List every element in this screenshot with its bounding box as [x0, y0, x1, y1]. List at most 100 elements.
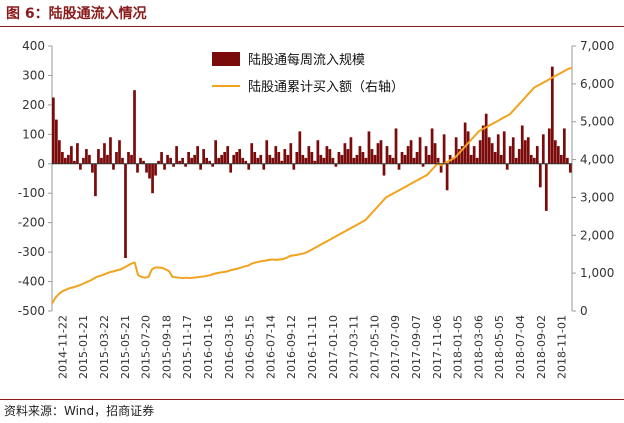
weekly-flow-bar — [253, 152, 257, 164]
weekly-flow-bar — [526, 137, 530, 164]
weekly-flow-bar — [154, 163, 157, 176]
weekly-flow-bar — [211, 163, 215, 167]
weekly-flow-bar — [238, 149, 242, 164]
weekly-flow-bar — [394, 128, 398, 164]
x-tick-label: 2017-01-10 — [327, 315, 340, 379]
weekly-flow-bar — [61, 152, 64, 164]
weekly-flow-bar — [79, 163, 82, 170]
weekly-flow-bar — [424, 146, 428, 164]
weekly-flow-bar — [397, 163, 401, 170]
weekly-flow-bar — [382, 163, 386, 176]
left-tick-label: 400 — [22, 39, 45, 53]
left-tick-label: -100 — [18, 186, 45, 200]
weekly-flow-bar — [109, 137, 112, 164]
weekly-flow-bar — [94, 163, 97, 197]
right-tick-label: 3,000 — [580, 190, 614, 204]
cumulative-buy-line-layer — [51, 66, 573, 304]
weekly-flow-bar — [322, 157, 326, 164]
right-tick-label: 4,000 — [580, 153, 614, 167]
weekly-flow-bar — [178, 160, 181, 164]
weekly-flow-bar — [274, 146, 278, 164]
weekly-flow-bar — [73, 160, 76, 164]
weekly-flow-bar — [379, 140, 383, 164]
weekly-flow-bar — [241, 157, 245, 164]
weekly-flow-bar — [199, 163, 202, 170]
weekly-flow-bar — [259, 154, 263, 164]
x-tick-label: 2016-11-11 — [306, 315, 319, 379]
weekly-flow-bar — [553, 140, 557, 164]
weekly-flow-bar — [64, 157, 67, 164]
weekly-flow-bar — [388, 154, 392, 164]
x-tick-label: 2018-05-05 — [493, 315, 506, 379]
weekly-flow-bar — [547, 128, 551, 164]
weekly-flow-bar — [568, 163, 572, 173]
weekly-flow-bar — [451, 157, 455, 164]
x-tick-label: 2016-09-12 — [285, 315, 298, 379]
weekly-flow-bar — [466, 131, 470, 164]
weekly-flow-bar — [478, 140, 482, 164]
right-y-axis: 7,000 6,000 5,000 4,000 3,000 2,000 1,000 0 — [571, 39, 614, 318]
weekly-flow-bar — [421, 163, 425, 167]
x-tick-label: 2015-05-21 — [119, 315, 132, 379]
weekly-flow-bar — [181, 157, 184, 164]
weekly-flow-bar — [235, 152, 239, 164]
right-tick-label: 1,000 — [580, 266, 614, 280]
x-tick-label: 2016-03-16 — [223, 315, 236, 379]
weekly-flow-bar — [481, 125, 485, 164]
weekly-flow-bar — [118, 140, 121, 164]
weekly-flow-bar — [82, 157, 85, 164]
weekly-flow-bar — [100, 157, 103, 164]
weekly-flow-bar — [496, 134, 500, 164]
weekly-flow-bar — [265, 140, 269, 164]
x-tick-label: 2018-07-04 — [514, 315, 527, 379]
weekly-flow-bar — [430, 128, 434, 164]
weekly-flow-bar — [370, 149, 374, 164]
left-tick-label: -300 — [18, 245, 45, 259]
left-tick-label: 100 — [22, 127, 45, 141]
weekly-flow-bar — [418, 137, 422, 164]
weekly-flow-bar — [166, 154, 169, 164]
weekly-flow-bar — [250, 143, 254, 164]
x-tick-label: 2017-11-06 — [431, 315, 444, 379]
weekly-flow-bar — [463, 122, 467, 164]
weekly-flow-bar — [256, 157, 260, 164]
weekly-flow-bar — [307, 146, 311, 164]
weekly-flow-bar — [286, 154, 290, 164]
x-tick-label: 2015-09-18 — [160, 315, 173, 379]
weekly-flow-bar — [214, 140, 218, 164]
weekly-flow-bar — [409, 140, 413, 164]
weekly-flow-bar — [163, 163, 166, 170]
weekly-flow-bar — [121, 157, 124, 164]
weekly-flow-bar — [190, 157, 193, 164]
weekly-flow-bar — [469, 154, 473, 164]
x-tick-label: 2015-11-17 — [181, 315, 194, 379]
weekly-flow-bar — [55, 119, 58, 164]
x-tick-label: 2018-11-01 — [556, 315, 569, 379]
weekly-flow-bar — [376, 143, 380, 164]
weekly-flow-bar — [142, 160, 145, 164]
x-tick-label: 2015-07-20 — [140, 315, 153, 379]
weekly-flow-bar — [328, 149, 332, 164]
x-axis: 2014-11-22 2015-01-21 2015-03-22 2015-05-21… — [52, 163, 572, 379]
weekly-flow-bar — [175, 146, 178, 164]
x-tick-label: 2015-03-22 — [98, 315, 111, 379]
weekly-flow-bar — [490, 143, 494, 164]
weekly-flow-bar — [565, 157, 569, 164]
weekly-flow-bar — [436, 157, 440, 164]
weekly-flow-bar — [520, 125, 524, 164]
weekly-flow-bar — [145, 163, 148, 173]
x-tick-label: 2016-05-15 — [244, 315, 257, 379]
x-tick-label: 2018-01-05 — [452, 315, 465, 379]
weekly-flow-bar — [340, 154, 344, 164]
weekly-flow-bar — [535, 146, 539, 164]
cumulative-buy-line — [51, 66, 573, 304]
x-tick-label: 2017-05-10 — [368, 315, 381, 379]
weekly-flow-bar — [475, 157, 479, 164]
weekly-flow-bar — [541, 134, 545, 164]
weekly-flow-bar — [559, 154, 563, 164]
weekly-flow-bar — [517, 149, 521, 164]
weekly-flow-bar — [226, 146, 230, 164]
source-note: 资料来源：Wind，招商证券 — [4, 404, 155, 418]
weekly-flow-bar — [337, 152, 341, 164]
